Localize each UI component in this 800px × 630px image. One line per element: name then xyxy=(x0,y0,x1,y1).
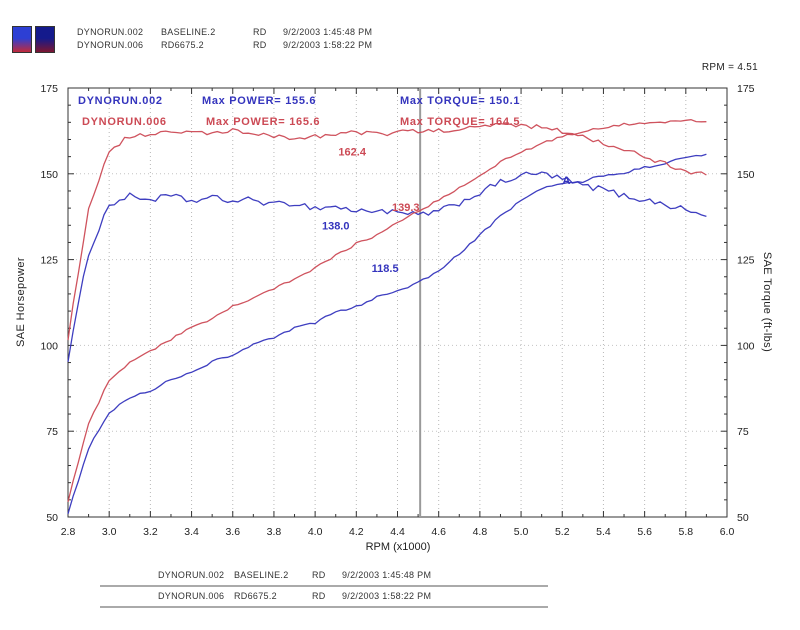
run-datetime: 9/2/2003 1:45:48 PM xyxy=(342,570,432,580)
legend-rows: DYNORUN.002 BASELINE.2 RD 9/2/2003 1:45:… xyxy=(77,26,372,52)
curve-modified-torque xyxy=(67,122,707,341)
title-max-torque: Max TORQUE= 150.1 xyxy=(400,95,521,107)
run-datetime: 9/2/2003 1:58:22 PM xyxy=(283,40,373,50)
x-tick-label: 4.2 xyxy=(349,526,364,538)
table-divider xyxy=(100,606,548,608)
x-tick-label: 4.4 xyxy=(390,526,405,538)
x-tick-label: 3.4 xyxy=(184,526,199,538)
run-name: DYNORUN.002 xyxy=(158,570,225,580)
y-tick-label-left: 50 xyxy=(46,512,58,524)
x-tick-label: 4.6 xyxy=(431,526,446,538)
x-tick-label: 5.0 xyxy=(514,526,529,538)
x-tick-label: 3.8 xyxy=(267,526,282,538)
cursor-value-label: 138.0 xyxy=(322,220,350,232)
run-name: DYNORUN.002 xyxy=(77,27,144,37)
legend-row-run2[interactable]: DYNORUN.006 RD6675.2 RD 9/2/2003 1:58:22… xyxy=(77,39,372,52)
y-axis-title-right: SAE Torque (ft-lbs) xyxy=(761,251,773,353)
y-axis-title-left: SAE Horsepower xyxy=(15,257,27,347)
title-max-torque: Max TORQUE= 164.5 xyxy=(400,116,521,128)
run-operator: RD xyxy=(253,27,267,37)
table-divider xyxy=(100,585,548,587)
y-tick-label-right: 50 xyxy=(737,512,749,524)
x-tick-label: 4.0 xyxy=(308,526,323,538)
y-tick-label-left: 150 xyxy=(40,169,58,181)
run-desc: BASELINE.2 xyxy=(234,570,289,580)
cursor-rpm-readout: RPM = 4.51 xyxy=(701,62,758,73)
title-max-power: Max POWER= 165.6 xyxy=(206,116,321,128)
run1-color-swatch-icon xyxy=(12,26,32,53)
run-desc: RD6675.2 xyxy=(234,591,277,601)
run-desc: RD6675.2 xyxy=(161,40,204,50)
run-name: DYNORUN.006 xyxy=(77,40,144,50)
y-tick-label-right: 175 xyxy=(737,83,755,95)
x-tick-label: 6.0 xyxy=(720,526,735,538)
run-name: DYNORUN.006 xyxy=(158,591,225,601)
title-max-power: Max POWER= 155.6 xyxy=(202,95,317,107)
x-tick-label: 3.0 xyxy=(102,526,117,538)
y-tick-label-right: 125 xyxy=(737,255,755,267)
footer-run-table: DYNORUN.002 BASELINE.2 RD 9/2/2003 1:45:… xyxy=(100,566,548,608)
x-tick-label: 4.8 xyxy=(473,526,488,538)
x-tick-label: 3.6 xyxy=(225,526,240,538)
run-operator: RD xyxy=(312,591,326,601)
x-tick-label: 2.8 xyxy=(61,526,76,538)
run2-color-swatch-icon xyxy=(35,26,55,53)
x-tick-label: 5.4 xyxy=(596,526,611,538)
run-legend: DYNORUN.002 BASELINE.2 RD 9/2/2003 1:45:… xyxy=(12,26,372,53)
cursor-value-label: 118.5 xyxy=(372,263,399,275)
x-axis-title: RPM (x1000) xyxy=(365,541,431,553)
curve-baseline-torque xyxy=(67,171,707,362)
annotation-marker: A xyxy=(562,175,570,187)
curve-modified-power xyxy=(67,119,707,503)
run-color-swatches xyxy=(12,26,55,53)
x-tick-label: 5.2 xyxy=(555,526,570,538)
run-desc: BASELINE.2 xyxy=(161,27,216,37)
x-tick-label: 5.8 xyxy=(679,526,694,538)
y-tick-label-right: 100 xyxy=(737,340,755,352)
table-row: DYNORUN.006 RD6675.2 RD 9/2/2003 1:58:22… xyxy=(100,587,548,606)
run-datetime: 9/2/2003 1:58:22 PM xyxy=(342,591,432,601)
title-run-name: DYNORUN.002 xyxy=(78,95,163,107)
y-tick-label-left: 100 xyxy=(40,340,58,352)
table-row: DYNORUN.002 BASELINE.2 RD 9/2/2003 1:45:… xyxy=(100,566,548,585)
run-datetime: 9/2/2003 1:45:48 PM xyxy=(283,27,373,37)
y-tick-label-left: 125 xyxy=(40,255,58,267)
cursor-value-label: 139.3 xyxy=(392,202,420,214)
y-tick-label-right: 75 xyxy=(737,426,749,438)
x-tick-label: 5.6 xyxy=(637,526,652,538)
title-run-name: DYNORUN.006 xyxy=(82,116,167,128)
curve-baseline-power xyxy=(67,153,707,514)
run-operator: RD xyxy=(312,570,326,580)
y-tick-label-left: 75 xyxy=(46,426,58,438)
y-tick-label-right: 150 xyxy=(737,169,755,181)
x-tick-label: 3.2 xyxy=(143,526,158,538)
cursor-value-label: 162.4 xyxy=(338,146,366,158)
y-tick-label-left: 175 xyxy=(40,83,58,95)
run-operator: RD xyxy=(253,40,267,50)
legend-row-run1[interactable]: DYNORUN.002 BASELINE.2 RD 9/2/2003 1:45:… xyxy=(77,26,372,39)
